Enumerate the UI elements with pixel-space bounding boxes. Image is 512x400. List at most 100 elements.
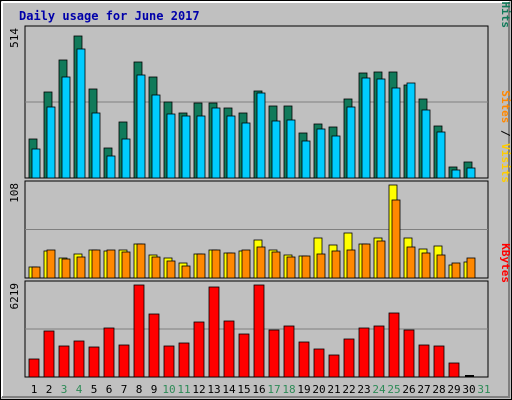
bar-files bbox=[76, 48, 86, 179]
bar-files bbox=[271, 120, 281, 179]
bar-files bbox=[121, 138, 131, 179]
bar-files bbox=[451, 169, 461, 179]
x-tick-label: 6 bbox=[106, 383, 113, 396]
x-tick-label: 18 bbox=[282, 383, 295, 396]
bar-kbytes bbox=[313, 348, 325, 378]
bar-kbytes bbox=[58, 345, 70, 378]
right-label-part: Sites bbox=[499, 90, 512, 123]
bar-kbytes bbox=[193, 321, 205, 378]
x-tick-label: 1 bbox=[31, 383, 38, 396]
bar-sites bbox=[451, 262, 461, 279]
bar-files bbox=[226, 115, 236, 179]
bar-files bbox=[256, 92, 266, 179]
bar-files bbox=[211, 107, 221, 179]
x-tick-label: 13 bbox=[207, 383, 220, 396]
bar-sites bbox=[286, 256, 296, 279]
bar-kbytes bbox=[268, 329, 280, 378]
bar-files bbox=[61, 76, 71, 179]
right-label-part: Hits bbox=[499, 2, 512, 29]
bar-files bbox=[136, 74, 146, 179]
bar-files bbox=[466, 167, 476, 179]
bar-files bbox=[346, 106, 356, 179]
bar-sites bbox=[346, 249, 356, 279]
x-tick-label: 11 bbox=[177, 383, 190, 396]
bar-kbytes bbox=[43, 330, 55, 378]
bar-sites bbox=[166, 260, 176, 279]
bar-kbytes bbox=[298, 341, 310, 378]
bar-kbytes bbox=[28, 358, 40, 378]
right-label-part: / bbox=[499, 123, 512, 143]
bar-sites bbox=[106, 249, 116, 279]
bar-sites bbox=[406, 246, 416, 279]
bar-sites bbox=[436, 254, 446, 279]
bar-sites bbox=[121, 251, 131, 279]
bar-kbytes bbox=[118, 344, 130, 378]
right-label-kbytes: KBytes bbox=[499, 243, 512, 283]
bar-kbytes bbox=[73, 340, 85, 378]
bar-sites bbox=[31, 266, 41, 279]
x-axis-day-labels: 1 2 3 4 5 6 7 8 9 10 11 12 13 14 15 16 17 18 19 20 21 22 23 24 2… bbox=[31, 383, 491, 396]
right-label-part: / bbox=[499, 0, 512, 2]
x-tick-label: 28 bbox=[432, 383, 445, 396]
x-tick-label: 14 bbox=[222, 383, 236, 396]
bar-kbytes bbox=[88, 346, 100, 378]
bar-files bbox=[436, 131, 446, 179]
bar-kbytes bbox=[103, 327, 115, 378]
bar-files bbox=[406, 82, 416, 179]
bar-kbytes bbox=[403, 329, 415, 378]
bar-sites bbox=[421, 252, 431, 279]
x-tick-label: 21 bbox=[327, 383, 340, 396]
x-tick-label: 29 bbox=[447, 383, 460, 396]
bar-sites bbox=[196, 253, 206, 279]
x-tick-label: 23 bbox=[357, 383, 370, 396]
bar-kbytes bbox=[343, 338, 355, 378]
bar-kbytes bbox=[148, 313, 160, 378]
bar-sites bbox=[226, 252, 236, 279]
bar-files bbox=[286, 119, 296, 179]
x-tick-label: 31 bbox=[477, 383, 490, 396]
x-tick-label: 17 bbox=[267, 383, 280, 396]
bar-sites bbox=[376, 240, 386, 279]
x-tick-label: 20 bbox=[312, 383, 325, 396]
x-tick-label: 2 bbox=[46, 383, 53, 396]
bar-files bbox=[391, 87, 401, 179]
x-tick-label: 7 bbox=[121, 383, 128, 396]
panel-kbytes: 6219 KBytes bbox=[8, 243, 512, 378]
bar-sites bbox=[136, 243, 146, 279]
x-tick-label: 30 bbox=[462, 383, 475, 396]
bar-kbytes bbox=[448, 362, 460, 378]
bar-files bbox=[31, 148, 41, 179]
bar-files bbox=[331, 135, 341, 179]
bar-kbytes bbox=[388, 312, 400, 378]
panel-visits: 108 Sites / Visits bbox=[8, 90, 512, 279]
x-tick-label: 15 bbox=[237, 383, 250, 396]
bar-kbytes bbox=[283, 325, 295, 378]
bar-kbytes bbox=[178, 342, 190, 378]
panel-hits: 514 Pages / Files / Hits bbox=[8, 0, 512, 179]
chart-panels: 514 Pages / Files / Hits 108 Sites / Visits… bbox=[8, 0, 512, 378]
bar-files bbox=[106, 155, 116, 179]
x-tick-label: 10 bbox=[162, 383, 175, 396]
bar-files bbox=[181, 115, 191, 179]
x-tick-label: 5 bbox=[91, 383, 98, 396]
bar-files bbox=[166, 113, 176, 179]
bar-files bbox=[361, 77, 371, 179]
x-tick-label: 3 bbox=[61, 383, 68, 396]
y-max-label-kbytes: 6219 bbox=[8, 283, 21, 310]
bar-kbytes bbox=[208, 286, 220, 378]
bar-sites bbox=[391, 199, 401, 279]
bar-files bbox=[196, 115, 206, 179]
y-max-label-hits: 514 bbox=[8, 28, 21, 48]
x-tick-label: 9 bbox=[151, 383, 158, 396]
bar-sites bbox=[271, 251, 281, 279]
bar-sites bbox=[76, 256, 86, 279]
bar-sites bbox=[46, 249, 56, 279]
x-tick-label: 25 bbox=[387, 383, 400, 396]
bar-sites bbox=[181, 265, 191, 279]
bar-files bbox=[241, 122, 251, 179]
right-label-hits: Pages / Files / Hits bbox=[499, 0, 512, 28]
right-label-part: Visits bbox=[499, 143, 512, 183]
bar-kbytes bbox=[433, 345, 445, 378]
bar-sites bbox=[91, 249, 101, 279]
bar-files bbox=[91, 112, 101, 179]
